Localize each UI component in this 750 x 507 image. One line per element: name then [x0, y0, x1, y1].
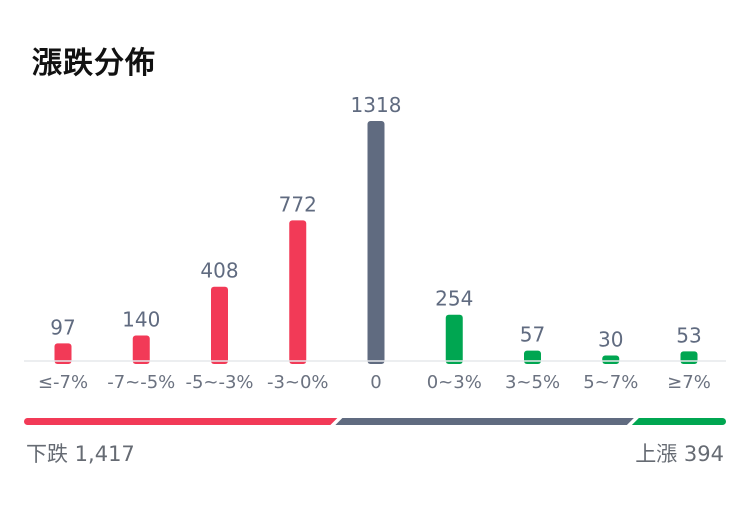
bar-0: [54, 343, 72, 364]
flat-segment: [335, 418, 634, 425]
up-segment-cap: [719, 418, 726, 425]
value-label-2: 408: [200, 259, 238, 283]
up-count-label: 上漲 394: [635, 442, 724, 466]
value-label-0: 97: [50, 315, 75, 339]
category-label-5: 0~3%: [427, 372, 482, 393]
value-label-3: 772: [279, 192, 317, 216]
category-label-2: -5~-3%: [185, 372, 253, 393]
bar-5: [445, 314, 463, 364]
category-label-1: -7~-5%: [107, 372, 175, 393]
value-label-4: 1318: [351, 93, 402, 117]
value-label-6: 57: [520, 323, 545, 347]
category-label-7: 5~7%: [583, 372, 638, 393]
summary-bar: [24, 418, 726, 425]
category-label-6: 3~5%: [505, 372, 560, 393]
up-segment: [631, 418, 723, 425]
down-count-label: 下跌 1,417: [26, 442, 135, 466]
value-label-7: 30: [598, 328, 623, 352]
category-label-8: ≥7%: [667, 372, 711, 393]
bar-8: [680, 351, 698, 364]
chart-title: 漲跌分佈: [32, 46, 156, 81]
bar-4: [367, 121, 385, 364]
bar-6: [524, 350, 541, 364]
category-label-3: -3~0%: [267, 372, 329, 393]
bar-2: [211, 286, 228, 364]
bar-7: [602, 355, 620, 364]
bars-layer: 97 ≤-7% 140 -7~-5% 408 -5~-3% 772 -3~0% 1318 0 254…: [38, 93, 711, 393]
bar-1: [132, 335, 150, 364]
down-segment: [27, 418, 338, 425]
bar-3: [289, 220, 307, 364]
value-label-8: 53: [676, 323, 701, 347]
category-label-0: ≤-7%: [38, 372, 88, 393]
category-label-4: 0: [370, 372, 381, 393]
value-label-1: 140: [122, 308, 160, 332]
value-label-5: 254: [435, 287, 473, 311]
